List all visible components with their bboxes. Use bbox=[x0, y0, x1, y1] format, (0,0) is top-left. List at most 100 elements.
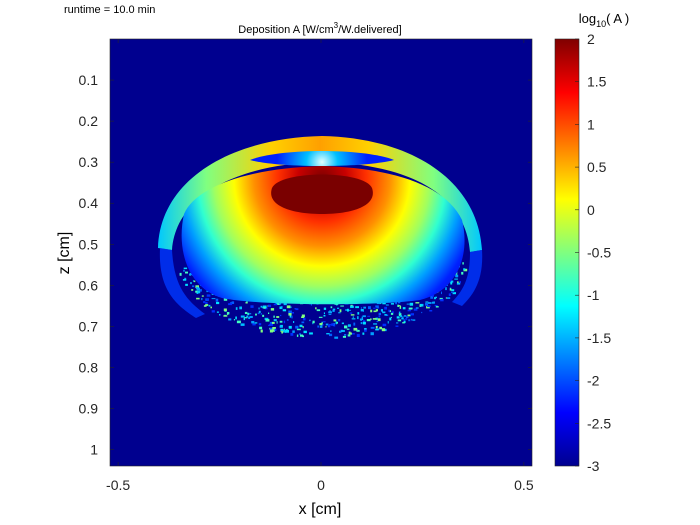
speckle-cell bbox=[384, 306, 387, 310]
speckle-cell bbox=[429, 310, 433, 312]
speckle-cell bbox=[396, 316, 400, 319]
speckle-cell bbox=[252, 323, 256, 326]
colorbar-tick-label: -0.5 bbox=[587, 245, 611, 261]
speckle-cell bbox=[206, 290, 209, 293]
speckle-cell bbox=[401, 318, 404, 320]
speckle-cell bbox=[328, 324, 331, 328]
speckle-cell bbox=[292, 330, 295, 333]
speckle-cell bbox=[262, 305, 267, 309]
speckle-cell bbox=[461, 271, 464, 275]
speckle-cell bbox=[426, 306, 430, 309]
speckle-cell bbox=[193, 280, 196, 283]
speckle-cell bbox=[265, 319, 270, 322]
speckle-cell bbox=[353, 327, 358, 331]
speckle-cell bbox=[191, 289, 194, 291]
speckle-cell bbox=[235, 316, 237, 320]
speckle-cell bbox=[388, 309, 390, 312]
speckle-cell bbox=[257, 312, 260, 315]
speckle-cell bbox=[384, 328, 387, 332]
speckle-cell bbox=[260, 313, 262, 315]
speckle-cell bbox=[329, 324, 333, 326]
speckle-cell bbox=[201, 298, 203, 301]
speckle-cell bbox=[451, 291, 455, 293]
speckle-cell bbox=[208, 304, 211, 307]
colorbar-tick-label: 2 bbox=[587, 31, 595, 47]
speckle-cell bbox=[179, 272, 182, 276]
speckle-cell bbox=[370, 309, 373, 313]
speckle-cell bbox=[406, 316, 409, 318]
speckle-cell bbox=[364, 328, 367, 331]
speckle-cell bbox=[273, 319, 277, 322]
speckle-cell bbox=[344, 325, 348, 329]
speckle-cell bbox=[425, 301, 429, 303]
speckle-cell bbox=[445, 287, 447, 291]
speckle-cell bbox=[227, 312, 230, 315]
speckle-cell bbox=[323, 312, 325, 315]
speckle-cell bbox=[223, 315, 228, 317]
speckle-cell bbox=[203, 301, 206, 304]
speckle-cell bbox=[406, 303, 411, 305]
speckle-cell bbox=[259, 326, 263, 330]
speckle-cell bbox=[216, 301, 220, 305]
speckle-cell bbox=[296, 328, 301, 331]
speckle-cell bbox=[276, 316, 280, 318]
speckle-cell bbox=[315, 307, 317, 310]
speckle-cell bbox=[205, 302, 208, 305]
speckle-cell bbox=[185, 283, 188, 286]
speckle-cell bbox=[196, 290, 201, 294]
speckle-cell bbox=[199, 289, 202, 292]
speckle-cell bbox=[398, 305, 401, 307]
speckle-cell bbox=[192, 280, 195, 282]
speckle-cell bbox=[407, 309, 411, 312]
speckle-cell bbox=[228, 318, 232, 321]
colorbar-tick-label: -1.5 bbox=[587, 330, 611, 346]
speckle-cell bbox=[351, 333, 355, 335]
speckle-cell bbox=[335, 321, 338, 324]
speckle-cell bbox=[462, 262, 464, 265]
speckle-cell bbox=[362, 321, 366, 325]
speckle-cell bbox=[271, 321, 275, 324]
speckle-cell bbox=[269, 327, 273, 331]
x-axis-label: x [cm] bbox=[299, 501, 342, 518]
speckle-cell bbox=[249, 313, 252, 315]
speckle-cell bbox=[332, 308, 336, 311]
speckle-cell bbox=[431, 294, 434, 297]
speckle-cell bbox=[380, 309, 383, 312]
speckle-cell bbox=[420, 303, 424, 307]
speckle-cell bbox=[283, 328, 285, 331]
speckle-cell bbox=[397, 304, 399, 307]
speckle-cell bbox=[349, 312, 353, 314]
speckle-cell bbox=[382, 323, 387, 327]
y-tick-label: 0.8 bbox=[79, 359, 99, 375]
speckle-cell bbox=[300, 334, 303, 337]
speckle-cell bbox=[196, 287, 200, 291]
speckle-cell bbox=[296, 334, 299, 337]
speckle-cell bbox=[445, 297, 447, 299]
speckle-cell bbox=[344, 334, 346, 336]
outer-shell-right-tail bbox=[452, 250, 483, 306]
speckle-cell bbox=[302, 326, 304, 329]
speckle-cell bbox=[382, 302, 386, 305]
y-tick-label: 0.3 bbox=[79, 154, 99, 170]
speckle-cell bbox=[240, 315, 245, 318]
speckle-cell bbox=[302, 317, 306, 321]
speckle-cell bbox=[282, 309, 287, 312]
speckle-cell bbox=[290, 306, 292, 308]
speckle-cell bbox=[206, 294, 211, 297]
speckle-cell bbox=[357, 316, 359, 320]
speckle-cell bbox=[337, 307, 340, 309]
speckle-cell bbox=[231, 301, 235, 304]
speckle-cell bbox=[211, 298, 216, 300]
speckle-cell bbox=[184, 277, 187, 281]
speckle-cell bbox=[375, 317, 378, 320]
speckle-cell bbox=[291, 315, 293, 319]
speckle-cell bbox=[341, 322, 344, 325]
speckle-cell bbox=[413, 308, 418, 311]
speckle-cell bbox=[360, 318, 363, 321]
speckle-cell bbox=[389, 310, 391, 313]
speckle-cell bbox=[372, 318, 377, 320]
speckle-cell bbox=[277, 302, 281, 305]
speckle-cell bbox=[432, 301, 435, 304]
speckle-cell bbox=[395, 302, 397, 305]
speckle-cell bbox=[459, 281, 461, 284]
